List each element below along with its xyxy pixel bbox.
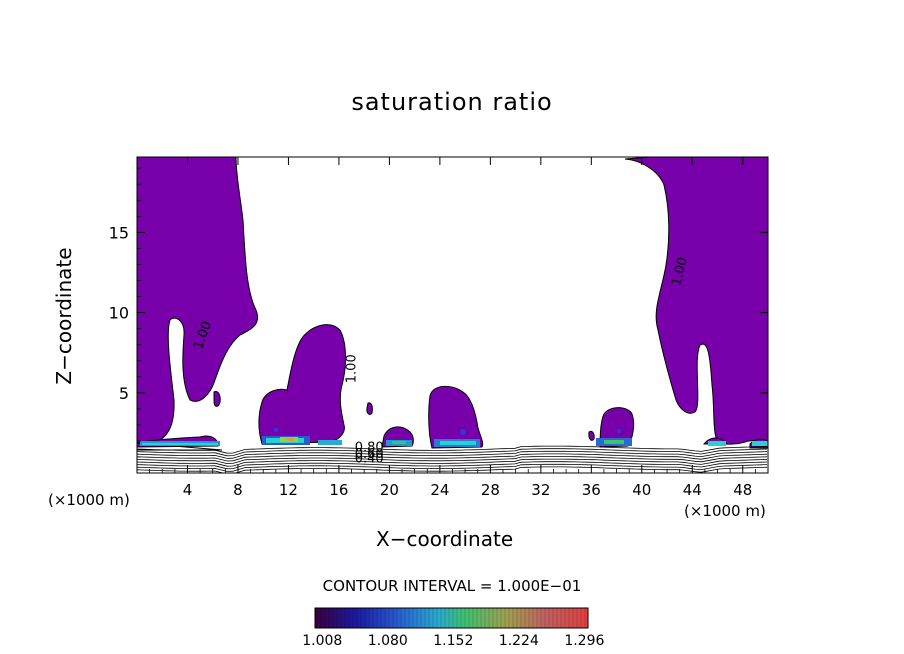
contour-line	[137, 458, 768, 467]
colorbar-tick-label: 1.152	[433, 633, 474, 649]
contour-line	[137, 453, 768, 462]
contour-interval-text: CONTOUR INTERVAL = 1.000E−01	[322, 577, 582, 595]
contour-label: 1.00	[344, 354, 359, 383]
x-tick-label: 20	[380, 481, 399, 499]
y-axis-label: Z−coordinate	[52, 247, 76, 385]
colorbar-stripes	[316, 608, 586, 628]
colorbar-tick-label: 1.296	[564, 633, 605, 649]
x-tick-label: 32	[531, 481, 550, 499]
core-band-38b	[604, 440, 624, 444]
x-tick-label: 24	[430, 481, 449, 499]
x-tick-label: 44	[683, 481, 702, 499]
colorbar-tick-label: 1.008	[302, 633, 343, 649]
cloud-12-16	[258, 324, 346, 445]
contour-line	[137, 456, 768, 465]
x-unit-left: (×1000 m)	[48, 491, 130, 509]
y-tick-label: 10	[109, 304, 129, 323]
core-band-20b	[392, 441, 406, 444]
contour-line	[137, 466, 768, 473]
contour-label: 0.80	[355, 440, 384, 455]
x-tick-label: 48	[733, 481, 752, 499]
core-band-16	[318, 440, 342, 445]
colorbar-gradient	[314, 607, 589, 629]
core-band-12d	[287, 438, 293, 441]
cloud-24-26	[428, 385, 484, 449]
contour-line	[137, 461, 768, 470]
high-saturation-cores	[140, 428, 768, 447]
x-tick-label: 8	[233, 481, 243, 499]
contour-label: 0.60	[355, 447, 384, 462]
x-tick-label: 40	[632, 481, 651, 499]
contour-line	[137, 450, 768, 459]
left-blob-4	[213, 391, 221, 407]
left-column-region	[137, 157, 258, 444]
colorbar	[314, 607, 589, 629]
cloud-37	[588, 430, 595, 441]
contour-line	[137, 448, 768, 457]
contour-label: 0.40	[355, 452, 384, 467]
contour-line	[137, 463, 768, 472]
core-band-46	[708, 441, 726, 446]
contour-label: 1.00	[669, 256, 691, 288]
x-tick-label: 36	[582, 481, 601, 499]
y-tick-label: 5	[119, 384, 129, 403]
core-band-49	[752, 441, 768, 446]
subsaturated-contours	[137, 445, 768, 473]
core-dot-13	[274, 428, 278, 432]
x-axis-ticks: 4 8 12 16 20 24 28 32 36 40 44 48	[149, 157, 756, 499]
cloud-38	[599, 407, 635, 448]
contour-fields	[137, 157, 768, 473]
supersaturated-fill	[137, 157, 768, 451]
chart-title: saturation ratio	[351, 88, 553, 116]
x-unit-right: (×1000 m)	[684, 502, 766, 520]
y-tick-label: 15	[109, 223, 129, 242]
contour-line	[137, 445, 768, 454]
x-axis-label: X−coordinate	[376, 527, 514, 551]
colorbar-tick-label: 1.080	[367, 633, 408, 649]
x-tick-label: 28	[481, 481, 500, 499]
colorbar-tick-label: 1.224	[498, 633, 539, 649]
core-band-24b	[440, 441, 476, 445]
right-column-region	[624, 157, 768, 445]
y-axis-ticks: 5 10 15	[109, 167, 768, 458]
x-tick-label: 12	[279, 481, 298, 499]
x-tick-label: 4	[183, 481, 193, 499]
core-dot-25	[460, 429, 466, 435]
core-dot-39	[617, 429, 621, 433]
x-tick-label: 16	[329, 481, 348, 499]
core-band-left-inner	[142, 443, 218, 445]
cloud-18	[366, 402, 373, 415]
